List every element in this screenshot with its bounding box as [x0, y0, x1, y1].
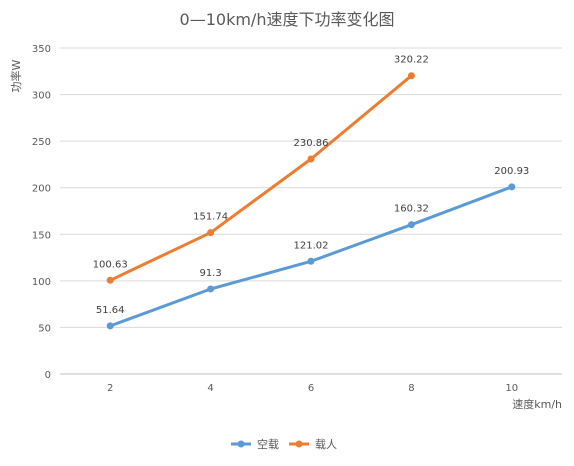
- series-2: [106, 72, 415, 284]
- x-tick-label: 4: [207, 383, 213, 394]
- data-label: 121.02: [294, 240, 329, 251]
- y-tick-label: 0: [45, 370, 51, 381]
- y-tick-label: 350: [32, 44, 51, 55]
- data-label: 151.74: [193, 212, 228, 223]
- legend-label: 载人: [315, 438, 337, 451]
- data-label: 100.63: [93, 259, 128, 270]
- y-tick-label: 150: [32, 230, 51, 241]
- data-label: 230.86: [294, 138, 329, 149]
- series-line: [108, 74, 413, 282]
- gridlines: [60, 47, 562, 375]
- legend-label: 空载: [257, 437, 279, 451]
- legend-item: 空载: [231, 437, 279, 451]
- x-tick-label: 10: [505, 383, 518, 394]
- data-point: [106, 322, 114, 330]
- x-tick-label: 8: [408, 383, 414, 394]
- data-label: 200.93: [494, 166, 529, 177]
- y-tick-label: 250: [32, 137, 51, 148]
- chart-title: 0—10km/h速度下功率变化图: [180, 10, 395, 29]
- data-label: 51.64: [96, 305, 125, 316]
- x-tick-label: 2: [107, 383, 113, 394]
- data-label: 160.32: [394, 204, 429, 215]
- y-tick-label: 50: [38, 323, 51, 334]
- data-point: [407, 221, 415, 229]
- data-point: [307, 257, 315, 265]
- legend-marker: [237, 440, 245, 448]
- data-point: [106, 276, 114, 284]
- y-tick-label: 100: [32, 277, 51, 288]
- legend: 空载 载人: [231, 437, 337, 451]
- y-tick-label: 300: [32, 91, 51, 102]
- series-line: [108, 185, 514, 328]
- x-axis-ticks: 2 4 6 8 10: [107, 383, 518, 394]
- y-axis-label: 功率W: [9, 59, 23, 92]
- x-tick-label: 6: [308, 383, 314, 394]
- y-tick-label: 200: [32, 184, 51, 195]
- data-labels: 51.64 91.3 121.02 160.32 200.93 100.63 151.74 2…: [93, 55, 530, 316]
- data-point: [307, 155, 315, 163]
- data-point: [207, 229, 215, 237]
- legend-item: 载人: [289, 438, 337, 451]
- series-1: [106, 183, 516, 330]
- legend-marker: [295, 440, 303, 448]
- data-label: 320.22: [394, 55, 429, 66]
- x-axis-label: 速度km/h: [512, 397, 562, 411]
- series-layer: [106, 72, 516, 330]
- data-point: [508, 183, 516, 191]
- data-point: [407, 72, 415, 80]
- data-point: [207, 285, 215, 293]
- y-axis-ticks: 0 50 100 150 200 250 300 350: [32, 44, 51, 381]
- data-label: 91.3: [199, 268, 221, 279]
